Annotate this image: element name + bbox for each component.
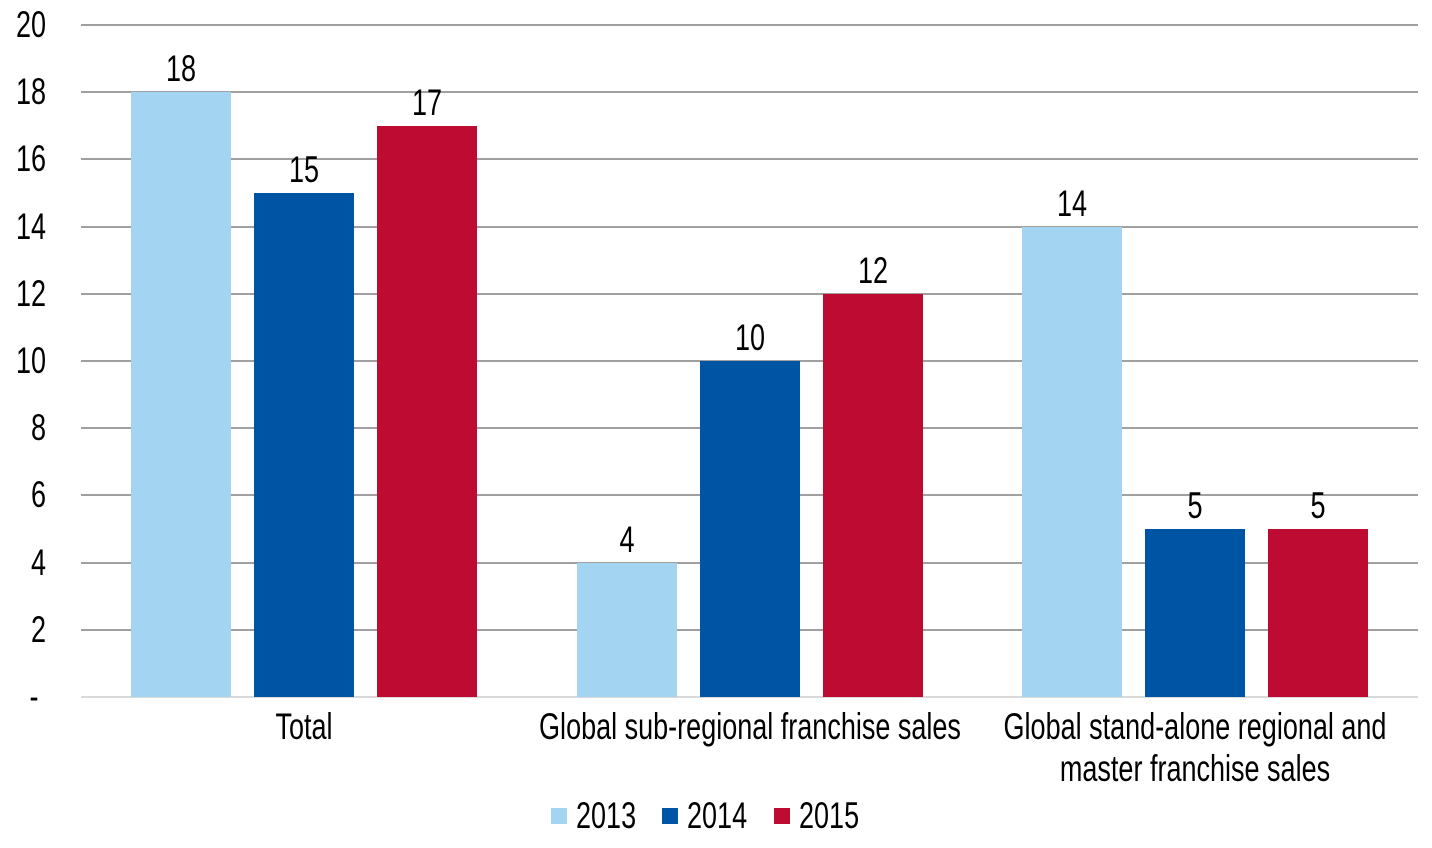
value-label-global-stand-alone-regional-and-2013: 14 (1057, 182, 1088, 224)
legend-item-2014: 2014 (662, 795, 769, 837)
gridline-12 (81, 292, 1418, 295)
y-axis-label-2: 2 (30, 608, 46, 650)
y-axis-label-6: 6 (30, 474, 46, 516)
y-axis-label-0: - (29, 676, 46, 717)
bar-global-stand-alone-regional-and-2014 (1145, 529, 1246, 697)
y-axis-label-16: 16 (15, 138, 46, 180)
legend: 2013 2014 2015 (0, 795, 1432, 837)
x-axis-label-global-sub-regional-franchise-sales: Global sub-regional franchise sales (538, 706, 961, 747)
y-axis-label-10: 10 (15, 340, 46, 381)
y-axis-label-12: 12 (15, 272, 46, 314)
legend-swatch-2014 (662, 808, 679, 824)
bar-global-stand-alone-regional-and-2015 (1268, 529, 1369, 697)
bar-total-2014 (253, 193, 354, 697)
y-axis-label-8: 8 (30, 407, 46, 449)
bar-total-2013 (130, 92, 231, 697)
value-label-global-stand-alone-regional-and-2014: 5 (1187, 485, 1203, 526)
legend-swatch-2013 (551, 808, 568, 824)
x-axis-label-total: Total (275, 706, 333, 747)
y-axis-label-14: 14 (15, 205, 46, 247)
legend-item-2015: 2015 (773, 795, 881, 837)
gridline-18 (81, 91, 1418, 94)
value-label-total-2013: 18 (165, 48, 196, 90)
legend-label-2013: 2013 (576, 795, 637, 836)
y-axis-label-4: 4 (30, 541, 46, 583)
baseline (81, 696, 1418, 698)
value-label-global-sub-regional-franchise-sales-2013: 4 (618, 518, 635, 560)
gridline-16 (81, 158, 1418, 161)
bar-global-stand-alone-regional-and-2013 (1022, 226, 1123, 697)
value-label-global-sub-regional-franchise-sales-2015: 12 (857, 249, 888, 291)
bar-global-sub-regional-franchise-sales-2013 (576, 562, 677, 697)
bar-global-sub-regional-franchise-sales-2014 (699, 361, 800, 697)
gridline-20 (81, 24, 1418, 26)
legend-label-2014: 2014 (687, 795, 748, 836)
value-label-global-sub-regional-franchise-sales-2014: 10 (734, 317, 765, 358)
legend-label-2015: 2015 (798, 795, 859, 836)
legend-item-2013: 2013 (551, 795, 658, 837)
y-axis-label-20: 20 (15, 4, 46, 45)
value-label-total-2015: 17 (411, 81, 442, 123)
value-label-global-stand-alone-regional-and-2015: 5 (1310, 485, 1326, 526)
legend-swatch-2015 (773, 808, 790, 824)
bar-total-2015 (376, 125, 477, 697)
x-axis-label-global-stand-alone-regional-and: Global stand-alone regional and master f… (1003, 706, 1387, 789)
bar-global-sub-regional-franchise-sales-2015 (822, 293, 923, 697)
value-label-total-2014: 15 (288, 149, 319, 190)
gridline-14 (81, 225, 1418, 228)
y-axis-label-18: 18 (15, 71, 46, 113)
